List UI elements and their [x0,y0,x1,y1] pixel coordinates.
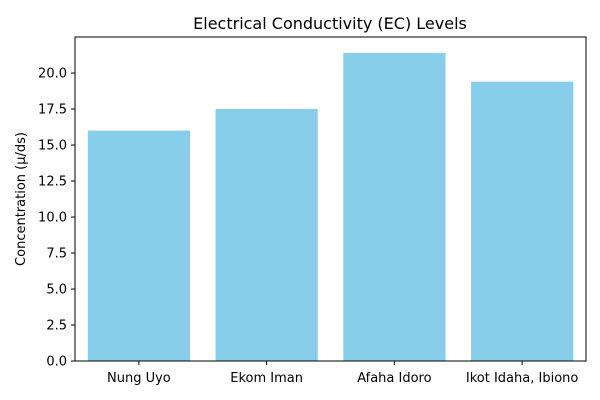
chart-title: Electrical Conductivity (EC) Levels [193,14,467,33]
bars-layer [87,52,574,362]
y-tick-label-6: 15.0 [38,139,67,154]
y-tick-label-0: 0.0 [46,355,67,370]
x-tick-label-2: Afaha Idoro [357,371,431,386]
plot-frame [74,36,587,362]
x-tick-label-3: Ikot Idaha, Ibiono [466,371,578,386]
y-axis: 0.0 2.5 5.0 7.5 10.0 12.5 15.0 17.5 20.0 [38,67,75,370]
y-tick-label-7: 17.5 [38,103,67,118]
y-axis-label: Concentration (µ/ds) [14,132,29,266]
x-tick-label-1: Ekom Iman [230,371,303,386]
bar-3 [471,81,574,361]
y-tick-label-8: 20.0 [38,67,67,82]
bar-2 [343,52,446,362]
y-tick-label-4: 10.0 [38,211,67,226]
x-axis: Nung Uyo Ekom Iman Afaha Idoro Ikot Idaha, … [107,361,578,386]
x-tick-label-0: Nung Uyo [107,371,171,386]
bar-0 [87,130,190,361]
y-tick-label-2: 5.0 [46,283,67,298]
y-tick-label-3: 7.5 [46,247,67,262]
y-tick-label-5: 12.5 [38,175,67,190]
bar-1 [215,109,318,361]
y-tick-label-1: 2.5 [46,319,67,334]
